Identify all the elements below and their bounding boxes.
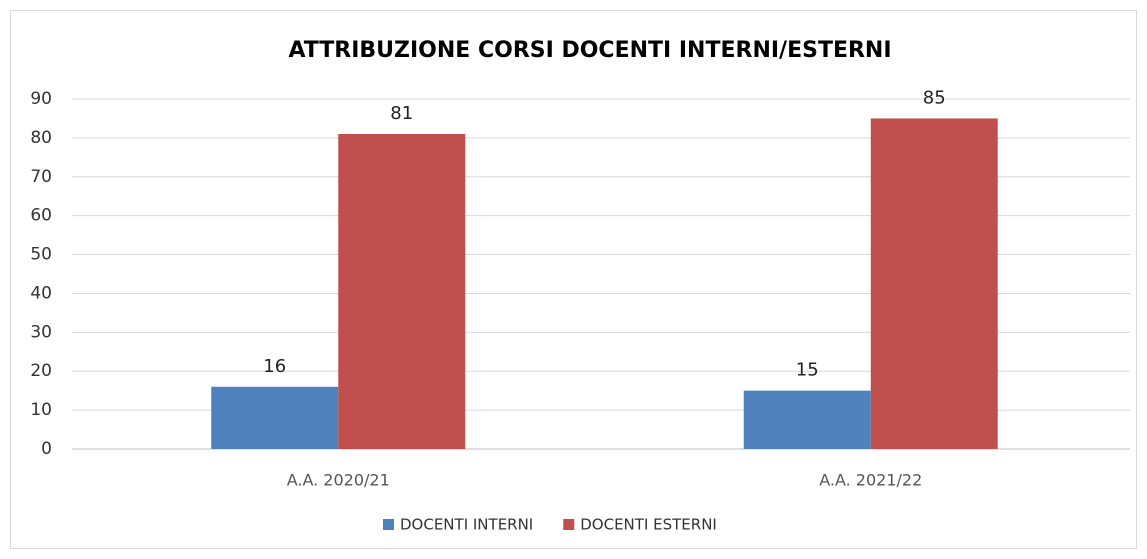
x-tick-label: A.A. 2021/22 (819, 471, 922, 490)
y-tick-label: 10 (30, 400, 52, 420)
y-tick-label: 40 (30, 283, 52, 303)
y-tick-label: 20 (30, 361, 52, 381)
y-tick-label: 30 (30, 322, 52, 342)
legend-label: DOCENTI INTERNI (400, 516, 533, 534)
legend-label: DOCENTI ESTERNI (580, 516, 717, 534)
y-tick-label: 80 (30, 128, 52, 148)
x-tick-label: A.A. 2020/21 (287, 471, 390, 490)
data-label: 15 (796, 360, 819, 381)
bar (211, 386, 339, 449)
y-tick-label: 70 (30, 167, 52, 187)
legend-swatch (563, 519, 575, 530)
data-label: 16 (263, 356, 286, 377)
y-tick-label: 60 (30, 206, 52, 226)
data-label: 85 (923, 87, 946, 108)
bar (870, 118, 998, 449)
bar (338, 134, 466, 449)
chart-title: ATTRIBUZIONE CORSI DOCENTI INTERNI/ESTER… (288, 38, 891, 63)
y-tick-label: 50 (30, 245, 52, 265)
data-label: 81 (390, 103, 413, 124)
legend-swatch (383, 519, 394, 530)
bar (743, 390, 871, 449)
y-tick-label: 0 (41, 439, 52, 459)
y-tick-label: 90 (30, 89, 52, 109)
